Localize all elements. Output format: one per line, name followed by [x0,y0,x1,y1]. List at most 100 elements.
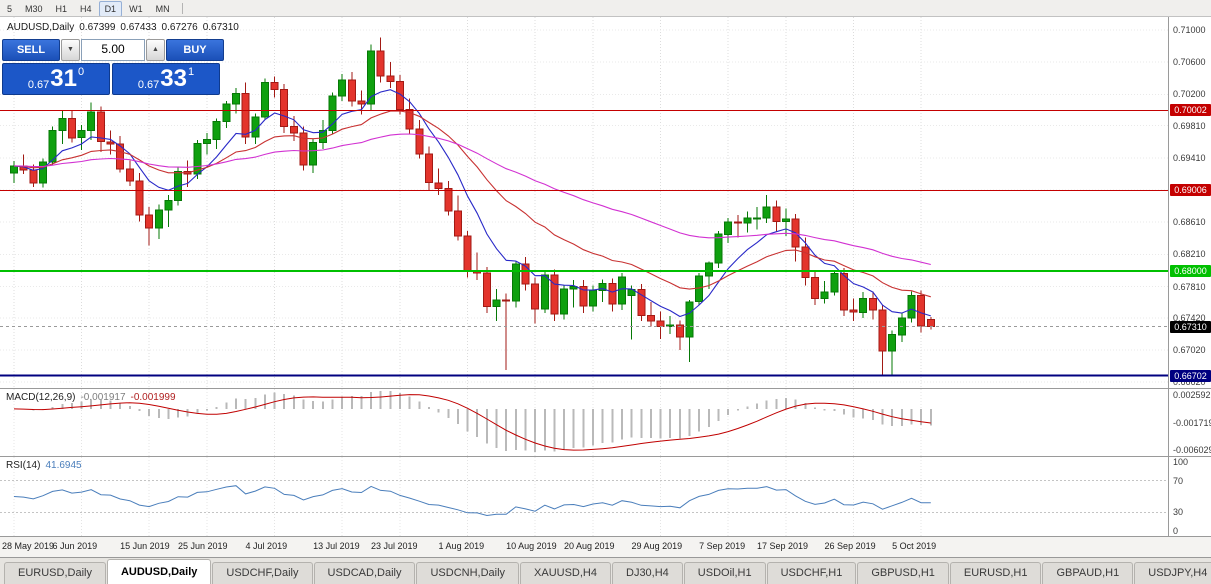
chart-tabs: EURUSD,Daily AUDUSD,Daily USDCHF,Daily USDC… [0,557,1211,584]
buy-button[interactable]: BUY [166,39,224,61]
chart-tab-usdcad-daily[interactable]: USDCAD,Daily [313,562,416,584]
timeframe-button-H1[interactable]: H1 [55,3,68,14]
rsi-value: 41.6945 [45,460,82,471]
horizontal-lines [0,109,1168,377]
panel-separator[interactable] [0,388,1211,389]
price-axis-label: 0.67810 [1173,281,1206,292]
time-axis-label: 28 May 2019 [2,541,55,551]
time-axis-label: 17 Sep 2019 [757,541,809,551]
chart-tab-usdchf-h1[interactable]: USDCHF,H1 [766,562,857,584]
sell-button[interactable]: SELL [2,39,60,61]
macd-axis-label: -0.006029 [1173,445,1211,455]
chart-tab-usdchf-daily[interactable]: USDCHF,Daily [212,562,313,584]
chart-tab-usdoil-h1[interactable]: USDOil,H1 [683,562,766,584]
sell-price-display[interactable]: 0.67 31 0 [2,63,110,95]
rsi-axis-label: 0 [1173,526,1179,536]
timeframe-button-H4[interactable]: H4 [80,3,92,14]
chevron-down-icon: ▼ [67,46,74,53]
toolbar-separator [181,3,183,14]
volume-decrement-button[interactable]: ▼ [61,39,80,61]
rsi-name: RSI(14) [6,460,41,471]
rsi-chart [0,457,1168,536]
timeframe-button-MN[interactable]: MN [155,3,170,14]
ohlc-high: 0.67433 [120,22,157,33]
time-axis-label: 25 Jun 2019 [178,541,228,551]
ohlc-low: 0.67276 [161,22,198,33]
chart-tab-eurusd-h1[interactable]: EURUSD,H1 [949,562,1042,584]
rsi-line [13,485,931,517]
time-axis[interactable]: 28 May 2019 6 Jun 2019 15 Jun 2019 25 Jun 2… [0,537,1211,557]
chart-tab-dj30-h4[interactable]: DJ30,H4 [612,562,683,584]
macd-name: MACD(12,26,9) [6,392,76,403]
sell-price-prefix: 0.67 [27,79,50,91]
timeframe-button-W1[interactable]: W1 [129,3,143,14]
rsi-axis-label: 70 [1173,475,1184,486]
macd-indicator-panel[interactable]: MACD(12,26,9) -0.001917 -0.001999 [0,389,1168,456]
time-axis-label: 23 Jul 2019 [371,541,418,551]
price-axis-marker: 0.69006 [1170,184,1211,197]
price-axis-label: 0.67020 [1173,345,1206,356]
macd-chart [13,389,932,456]
time-axis-label: 13 Jul 2019 [313,541,360,551]
macd-value: -0.001917 [80,392,126,403]
buy-price-display[interactable]: 0.67 33 1 [112,63,220,95]
price-axis-label: 0.68610 [1173,217,1206,228]
chart-tab-audusd-daily[interactable]: AUDUSD,Daily [106,559,212,584]
rsi-grid [0,457,1168,536]
macd-label: MACD(12,26,9) -0.001917 -0.001999 [6,392,181,403]
timeframe-button-5[interactable]: 5 [7,3,13,14]
candlestick-chart [0,17,1168,388]
moving-averages [13,89,931,318]
panel-separator [0,536,1211,537]
one-click-trading-panel: SELL ▼ 5.00 ▲ BUY 0.67 31 0 0.67 33 1 [2,39,224,95]
price-axis-label: 0.66620 [1173,377,1206,388]
buy-price-prefix: 0.67 [137,79,160,91]
sell-price-point: 0 [78,66,85,78]
price-axis-marker: 0.70002 [1170,104,1211,117]
timeframe-toolbar: 5 M30 H1 H4 D1 W1 MN [0,0,1211,17]
panel-separator[interactable] [0,456,1211,457]
time-axis-label: 26 Sep 2019 [824,541,876,551]
time-axis-label: 6 Jun 2019 [52,541,98,551]
rsi-label: RSI(14) 41.6945 [6,460,87,471]
price-axis[interactable]: 0.71000 0.70600 0.70200 0.69810 0.69410 0.686… [1168,17,1211,537]
macd-axis-label: 0.002592 [1173,390,1211,400]
buy-price-point: 1 [188,66,195,78]
macd-axis-label: -0.001719 [1173,417,1211,428]
ohlc-close: 0.67310 [202,22,239,33]
timeframe-button-D1[interactable]: D1 [98,0,123,17]
timeframe-button-M30[interactable]: M30 [25,3,43,14]
price-axis-marker: 0.67310 [1170,320,1211,333]
rsi-axis-label: 100 [1173,457,1189,467]
time-axis-label: 20 Aug 2019 [564,541,615,551]
chart-tab-usdjpy-h4[interactable]: USDJPY,H4 [1134,562,1211,584]
price-axis-label: 0.67420 [1173,312,1206,323]
volume-increment-button[interactable]: ▲ [146,39,165,61]
time-axis-label: 15 Jun 2019 [120,541,170,551]
price-axis-label: 0.68210 [1173,249,1206,260]
price-axis-marker: 0.68000 [1170,265,1211,278]
price-axis-label: 0.70600 [1173,57,1206,68]
chart-tab-usdcnh-daily[interactable]: USDCNH,Daily [416,562,520,584]
volume-input[interactable]: 5.00 [81,39,145,61]
ohlc-open: 0.67399 [79,22,116,33]
toolbar-separator-line [0,16,1211,17]
time-axis-label: 5 Oct 2019 [892,541,937,551]
main-chart-panel[interactable]: AUDUSD,Daily 0.67399 0.67433 0.67276 0.67310… [0,17,1168,388]
chart-symbol-label: AUDUSD,Daily [7,22,75,33]
grid [0,17,1168,388]
chart-info-line: AUDUSD,Daily 0.67399 0.67433 0.67276 0.67310 [7,22,244,33]
time-axis-label: 10 Aug 2019 [506,541,557,551]
chart-tab-gbpaud-h1[interactable]: GBPAUD,H1 [1042,562,1134,584]
rsi-axis-label: 30 [1173,507,1184,518]
rsi-indicator-panel[interactable]: RSI(14) 41.6945 [0,457,1168,536]
time-axis-label: 29 Aug 2019 [631,541,683,551]
macd-signal-line [13,394,931,451]
price-axis-label: 0.71000 [1173,25,1206,36]
sell-price-pips: 31 [50,65,77,92]
chart-tab-gbpusd-h1[interactable]: GBPUSD,H1 [857,562,949,584]
macd-histogram [22,391,932,452]
chart-tab-eurusd-daily[interactable]: EURUSD,Daily [4,562,106,584]
chart-tab-xauusd-h4[interactable]: XAUUSD,H4 [520,562,611,584]
